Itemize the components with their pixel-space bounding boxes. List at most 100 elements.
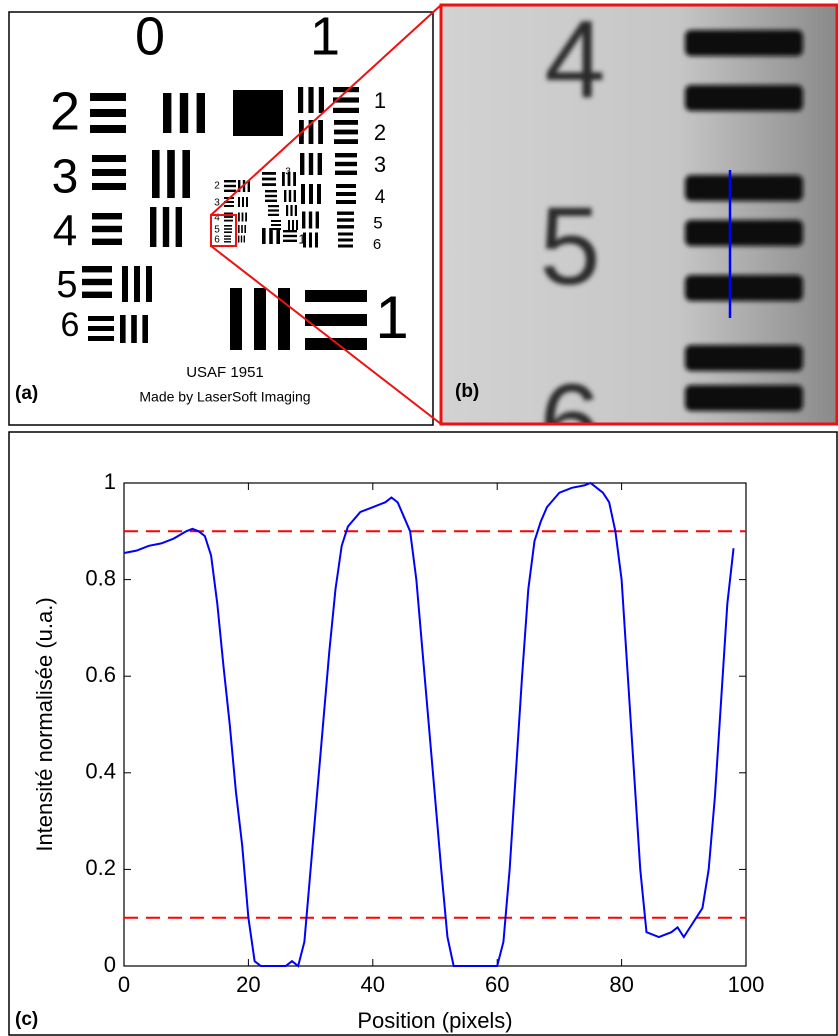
small-number: 5 <box>214 225 220 236</box>
element-number: 3 <box>52 151 79 204</box>
y-tick-label: 0 <box>104 952 116 977</box>
target-bar <box>92 213 122 220</box>
target-bar <box>338 238 353 242</box>
target-bar <box>243 235 245 243</box>
target-bar <box>309 232 312 248</box>
credit: Made by LaserSoft Imaging <box>139 389 310 405</box>
panel-label: (b) <box>455 381 479 402</box>
target-bar <box>142 315 148 343</box>
target-bar <box>152 150 160 198</box>
target-bar <box>224 238 231 240</box>
y-tick-label: 0.4 <box>85 759 116 784</box>
target-bar <box>265 194 277 198</box>
target-bar <box>88 326 114 331</box>
zoom-number: 5 <box>539 185 600 308</box>
target-bar <box>92 183 126 190</box>
element-number: 4 <box>375 187 386 208</box>
target-bar <box>262 228 266 244</box>
target-bar <box>146 266 152 302</box>
target-bar <box>334 129 358 135</box>
element-number: 6 <box>61 306 80 344</box>
target-bar <box>317 184 321 204</box>
zoom-bar <box>685 220 803 246</box>
target-bar <box>241 212 244 222</box>
target-bar <box>175 207 182 247</box>
target-bar <box>288 190 292 202</box>
group-label: 0 <box>135 6 165 66</box>
target-bar <box>224 231 232 233</box>
x-tick-label: 0 <box>118 972 130 997</box>
target-bar <box>224 216 233 218</box>
plot-frame <box>123 482 747 967</box>
target-bar <box>167 150 175 198</box>
target-bar <box>318 87 324 113</box>
target-bar <box>283 234 297 238</box>
target-bar <box>301 184 305 204</box>
target-bar <box>305 290 367 302</box>
target-bar <box>303 232 306 248</box>
element-number: 5 <box>373 213 382 232</box>
zoom-image: 4 5 6 <box>442 0 836 423</box>
target-bar <box>92 238 122 245</box>
panel-a-frame <box>8 11 434 426</box>
target-bar <box>224 205 234 207</box>
target-bar <box>122 266 128 302</box>
target-bar <box>284 190 287 202</box>
target-bar <box>293 172 296 186</box>
target-bar <box>196 93 205 133</box>
x-tick-label: 100 <box>728 972 765 997</box>
target-bar <box>90 109 126 117</box>
target-bar <box>337 211 354 215</box>
target-bar <box>308 153 314 175</box>
target-bar <box>276 228 280 244</box>
small-number: 6 <box>214 235 220 246</box>
zoom-bar <box>685 345 803 371</box>
small-number: 4 <box>214 213 220 224</box>
target-bar <box>82 291 112 298</box>
small-number: 1 <box>298 231 305 246</box>
target-bar <box>271 220 281 222</box>
target-bar <box>298 87 304 113</box>
target-bar <box>290 205 293 216</box>
target-bar <box>269 228 273 244</box>
target-bar <box>337 225 354 229</box>
target-bar <box>224 225 232 227</box>
zoom-number: 4 <box>544 0 605 121</box>
small-number: 3 <box>214 198 220 209</box>
target-bar <box>336 184 356 188</box>
target-bar <box>224 219 233 222</box>
target-bar <box>335 161 357 167</box>
target-bar <box>268 213 279 216</box>
target-bar <box>224 189 236 192</box>
target-bar <box>244 225 246 233</box>
zoom-connector <box>210 4 442 216</box>
y-axis-label: Intensité normalisée (u.a.) <box>32 597 57 851</box>
group-label: 1 <box>310 6 340 66</box>
target-bar <box>90 125 126 133</box>
y-tick-label: 0.8 <box>85 565 116 590</box>
target-bar <box>238 235 240 243</box>
target-bar <box>283 239 297 242</box>
target-bar <box>262 183 276 186</box>
target-bar <box>92 169 126 176</box>
zoom-bar <box>685 175 803 201</box>
target-bar <box>90 93 126 101</box>
x-axis-label: Position (pixels) <box>357 1008 512 1033</box>
element-number: 2 <box>374 120 386 145</box>
zoom-frame <box>439 3 838 426</box>
target-bar <box>308 87 314 113</box>
target-bar <box>308 120 314 144</box>
target-bar <box>268 209 279 212</box>
target-bar <box>224 184 236 188</box>
target-bar <box>247 180 250 192</box>
target-bar <box>265 199 277 202</box>
small-number: 3 <box>285 167 291 178</box>
target-bar <box>163 93 172 133</box>
panel-label: (c) <box>15 1009 38 1030</box>
target-bar <box>88 316 114 321</box>
element-number: 1 <box>374 88 386 113</box>
target-bar <box>179 93 189 133</box>
target-bar <box>271 224 281 226</box>
y-tick-label: 0.2 <box>85 855 116 880</box>
